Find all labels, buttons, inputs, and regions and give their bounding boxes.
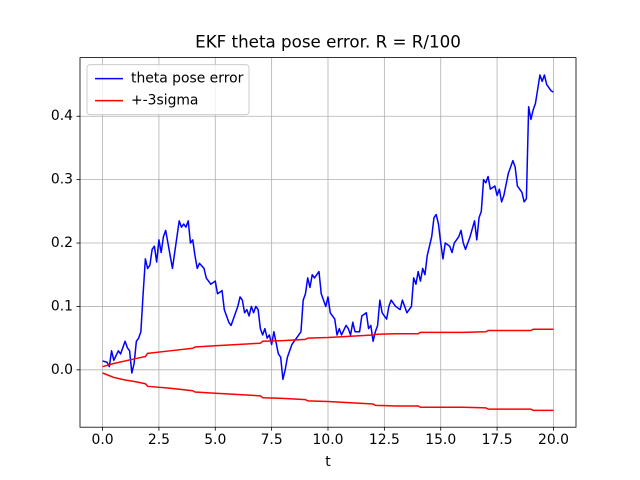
y-tick-label: 0.2 [51, 235, 73, 251]
y-tick-label: 0.0 [51, 362, 73, 378]
x-tick-label: 20.0 [538, 432, 569, 448]
legend-label: theta pose error [131, 71, 244, 87]
x-tick-label: 17.5 [482, 432, 513, 448]
series-line [102, 328, 554, 368]
legend-label: +-3sigma [131, 93, 198, 109]
x-axis-label: t [325, 454, 331, 470]
series-line [102, 372, 554, 412]
x-tick-label: 12.5 [369, 432, 400, 448]
y-tick-label: 0.3 [51, 172, 73, 188]
x-tick-label: 5.0 [204, 432, 226, 448]
x-tick-label: 10.0 [313, 432, 344, 448]
plot-frame [79, 57, 577, 428]
series-line [102, 74, 554, 381]
y-tick-label: 0.1 [51, 298, 73, 314]
y-tick-label: 0.4 [51, 108, 73, 124]
x-tick-label: 15.0 [425, 432, 456, 448]
x-tick-label: 2.5 [148, 432, 170, 448]
legend-box [86, 64, 250, 116]
chart-title: EKF theta pose error. R = R/100 [195, 32, 461, 52]
x-tick-label: 7.5 [261, 432, 283, 448]
x-tick-label: 0.0 [91, 432, 113, 448]
